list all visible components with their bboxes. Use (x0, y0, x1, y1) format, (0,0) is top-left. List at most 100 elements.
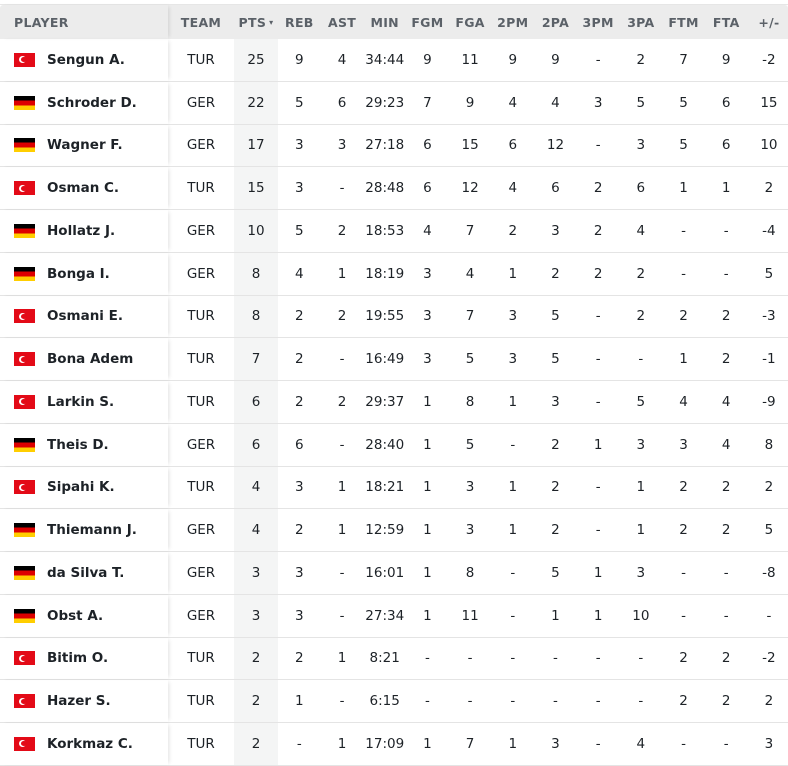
plus-minus-cell: 3 (764, 735, 774, 752)
reb-cell: 2 (295, 393, 304, 410)
2pm-cell: 3 (508, 308, 518, 325)
header-fgm[interactable]: FGM (411, 14, 444, 30)
player-cell[interactable]: Bonga I. (0, 253, 168, 295)
header-fga[interactable]: FGA (455, 14, 485, 30)
table-row: Hollatz J. GER 10 5 2 18:53 4 7 2 3 2 4 - - -4 (0, 210, 788, 253)
fta-cell: 2 (721, 693, 731, 710)
3pm-cell: 2 (593, 265, 603, 282)
player-cell[interactable]: Schroder D. (0, 82, 168, 124)
table-row: Sipahi K. TUR 4 3 1 18:21 1 3 1 2-1 2 2 2 (0, 466, 788, 510)
3pa-cell: 6 (636, 180, 646, 197)
fga-cell: 7 (465, 308, 475, 325)
reb-cell: 3 (295, 137, 304, 154)
player-name[interactable]: Larkin S. (47, 393, 115, 410)
team-cell: GER (186, 607, 216, 624)
table-row: Bonga I. GER 8 4 1 18:19 3 4 1 2 2 2- -5 (0, 252, 788, 296)
2pa-cell: 2 (551, 265, 560, 282)
table-row: Osmani E. TUR 8 2 2 19:55 3 7 3 5-2 2 2 -3 (0, 295, 788, 339)
player-cell[interactable]: Bitim O. (0, 638, 168, 680)
player-name[interactable]: Sipahi K. (47, 479, 115, 496)
player-name[interactable]: Osman C. (47, 180, 120, 197)
ftm-cell: 2 (679, 650, 688, 667)
table-row: Bona Adem TUR 7 2-16:49 3 5 3 5- -1 2 -1 (0, 338, 788, 381)
fgm-cell: 9 (423, 51, 432, 68)
player-name[interactable]: Obst A. (47, 607, 104, 624)
3pm-cell: - (595, 693, 601, 710)
player-cell[interactable]: Sengun A. (0, 39, 168, 81)
2pm-cell: 2 (508, 222, 518, 239)
min-cell: 18:21 (365, 479, 405, 496)
header-2pa[interactable]: 2PA (541, 14, 570, 30)
player-name[interactable]: Schroder D. (47, 94, 137, 111)
table-row: Bitim O. TUR 2 2 1 8:21- - - - - -2 2 -2 (0, 637, 788, 681)
fta-cell: 2 (721, 351, 731, 368)
2pa-cell: 4 (551, 94, 560, 111)
header-plus-minus[interactable]: +/- (758, 14, 780, 30)
player-cell[interactable]: Larkin S. (0, 381, 168, 423)
header-ast[interactable]: AST (327, 14, 357, 30)
fgm-cell: 3 (423, 351, 432, 368)
ast-cell: 1 (337, 265, 347, 282)
header-reb[interactable]: REB (285, 14, 314, 30)
player-name[interactable]: Korkmaz C. (47, 735, 133, 752)
player-cell[interactable]: Wagner F. (0, 125, 168, 167)
player-cell[interactable]: Theis D. (0, 424, 168, 466)
header-player[interactable]: PLAYER (0, 5, 168, 39)
header-team[interactable]: TEAM (180, 14, 222, 30)
player-name[interactable]: Bona Adem (47, 351, 134, 368)
player-cell[interactable]: Obst A. (0, 595, 168, 637)
table-row: Hazer S. TUR 2 1-6:15- - - - - -2 2 2 (0, 680, 788, 723)
header-2pm[interactable]: 2PM (497, 14, 529, 30)
player-name[interactable]: Thiemann J. (47, 522, 137, 539)
header-fta[interactable]: FTA (712, 14, 740, 30)
fgm-cell: 3 (423, 265, 432, 282)
player-cell[interactable]: Korkmaz C. (0, 723, 168, 765)
player-cell[interactable]: Thiemann J. (0, 509, 168, 551)
team-cell: GER (186, 436, 216, 453)
player-cell[interactable]: Sipahi K. (0, 467, 168, 509)
player-cell[interactable]: Bona Adem (0, 338, 168, 380)
header-pts[interactable]: PTS ▾ (234, 5, 278, 39)
player-cell[interactable]: Hollatz J. (0, 210, 168, 252)
player-name[interactable]: Wagner F. (47, 137, 123, 154)
2pa-cell: 3 (551, 222, 560, 239)
fga-cell: 9 (465, 94, 475, 111)
min-cell: 19:55 (365, 308, 405, 325)
ftm-cell: 1 (679, 180, 688, 197)
3pm-cell: - (595, 522, 601, 539)
team-cell: TUR (187, 735, 215, 752)
germany-flag-icon (14, 266, 35, 281)
player-cell[interactable]: Osmani E. (0, 296, 168, 338)
player-name[interactable]: Hazer S. (47, 693, 111, 710)
ast-cell: - (339, 180, 345, 197)
pts-cell: 8 (234, 252, 278, 295)
plus-minus-cell: 10 (760, 137, 778, 154)
header-3pm[interactable]: 3PM (582, 14, 614, 30)
player-name[interactable]: Hollatz J. (47, 222, 116, 239)
ftm-cell: 4 (679, 393, 688, 410)
player-cell[interactable]: Hazer S. (0, 680, 168, 722)
header-ftm[interactable]: FTM (668, 14, 699, 30)
germany-flag-icon (14, 138, 35, 153)
pts-cell: 25 (234, 39, 278, 81)
2pm-cell: - (510, 564, 516, 581)
header-3pa[interactable]: 3PA (627, 14, 655, 30)
player-cell[interactable]: Osman C. (0, 167, 168, 209)
table-row: Osman C. TUR 15 3-28:48 6 12 4 6 2 6 1 1 2 (0, 167, 788, 210)
player-name[interactable]: Osmani E. (47, 308, 123, 325)
player-name[interactable]: Bonga I. (47, 265, 110, 282)
table-row: Obst A. GER 3 3-27:34 1 11-1 1 10- - - (0, 594, 788, 638)
ftm-cell: 2 (679, 522, 688, 539)
header-min[interactable]: MIN (370, 14, 399, 30)
min-cell: 18:53 (365, 222, 405, 239)
fga-cell: 5 (465, 351, 475, 368)
player-name[interactable]: Bitim O. (47, 650, 109, 667)
player-name[interactable]: Theis D. (47, 436, 109, 453)
min-cell: 34:44 (365, 51, 405, 68)
plus-minus-cell: -2 (762, 51, 776, 68)
team-cell: TUR (187, 393, 215, 410)
player-name[interactable]: Sengun A. (47, 51, 125, 68)
player-name[interactable]: da Silva T. (47, 564, 125, 581)
player-cell[interactable]: da Silva T. (0, 552, 168, 594)
sort-desc-icon: ▾ (269, 17, 274, 27)
